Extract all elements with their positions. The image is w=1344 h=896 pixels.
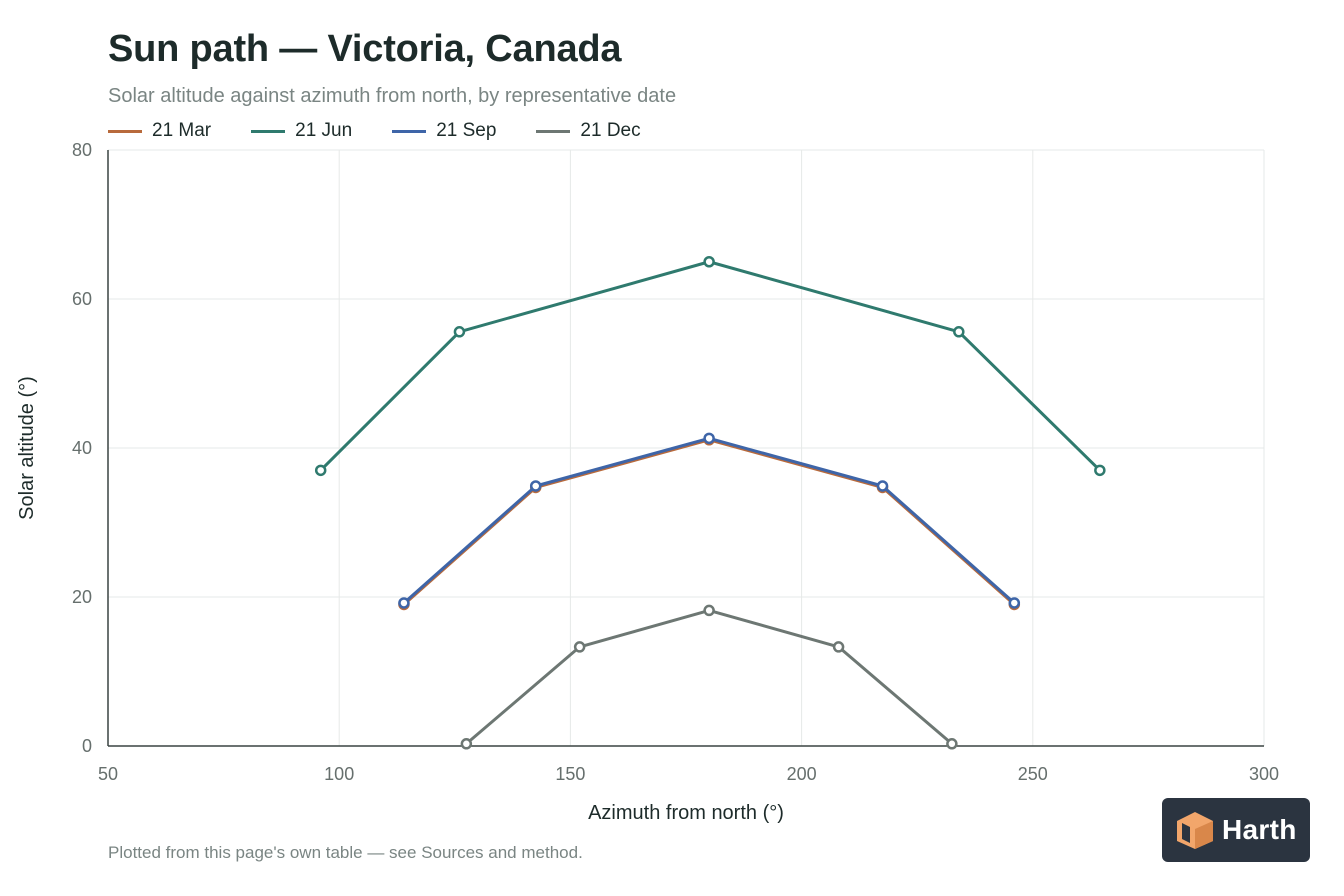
harth-logo-badge[interactable]: Harth <box>1162 798 1310 862</box>
x-tick-label: 250 <box>1018 764 1048 784</box>
legend-swatch-jun <box>251 129 286 133</box>
series-point <box>314 464 327 477</box>
series-point <box>529 480 542 492</box>
y-tick-label: 60 <box>72 289 92 309</box>
y-axis-title: Solar altitude (°) <box>16 376 38 520</box>
harth-logo-text: Harth <box>1222 814 1297 845</box>
legend-item-mar[interactable]: 21 Mar <box>108 120 211 142</box>
chart-axes <box>107 150 1264 747</box>
x-tick-label: 100 <box>324 764 354 784</box>
series-line <box>464 608 954 746</box>
series-point <box>876 480 889 492</box>
legend-swatch-sep <box>392 129 427 133</box>
legend-item-jun[interactable]: 21 Jun <box>251 120 352 142</box>
footnote: Plotted from this page's own table — see… <box>108 843 583 862</box>
series-point <box>573 641 586 653</box>
series-21-sep <box>398 432 1021 609</box>
x-tick-label: 50 <box>98 764 118 784</box>
series-21-mar <box>398 434 1021 611</box>
series-point <box>832 641 845 653</box>
y-tick-label: 20 <box>72 587 92 607</box>
y-tick-label: 0 <box>82 736 92 756</box>
series-line <box>402 436 1016 605</box>
legend-label-sep: 21 Sep <box>436 120 497 141</box>
chart-series <box>314 256 1106 750</box>
chart-grid <box>108 149 1265 746</box>
series-point <box>703 256 715 268</box>
x-tick-label: 200 <box>787 764 817 784</box>
legend-item-sep[interactable]: 21 Sep <box>392 120 496 142</box>
series-point <box>703 604 715 617</box>
x-tick-label: 150 <box>555 764 585 784</box>
series-point <box>453 326 466 338</box>
y-tick-label: 40 <box>72 438 92 458</box>
x-axis-title: Azimuth from north (°) <box>588 802 784 824</box>
series-point <box>953 326 965 338</box>
legend-item-dec[interactable]: 21 Dec <box>536 120 641 142</box>
series-point <box>1008 597 1021 609</box>
legend-label-mar: 21 Mar <box>152 120 212 141</box>
legend-swatch-mar <box>108 129 142 133</box>
series-point <box>946 738 958 750</box>
series-point <box>703 432 715 445</box>
y-tick-label: 80 <box>72 140 92 160</box>
legend-label-jun: 21 Jun <box>295 120 353 141</box>
series-point <box>1094 464 1106 477</box>
chart-title: Sun path — Victoria, Canada <box>108 28 622 70</box>
chart-subtitle: Solar altitude against azimuth from nort… <box>108 85 677 107</box>
chart-ticks: 50 100 150 200 250 300 0 20 40 60 80 <box>72 140 1279 784</box>
x-tick-label: 300 <box>1249 764 1279 784</box>
chart-legend: 21 Mar 21 Jun 21 Sep 21 Dec <box>108 120 641 142</box>
legend-swatch-dec <box>536 129 571 133</box>
series-21-dec <box>460 604 958 750</box>
series-21-jun <box>314 256 1106 477</box>
series-point <box>460 738 473 750</box>
harth-cube-icon <box>1177 812 1213 849</box>
series-point <box>398 597 410 609</box>
legend-label-dec: 21 Dec <box>580 120 641 141</box>
